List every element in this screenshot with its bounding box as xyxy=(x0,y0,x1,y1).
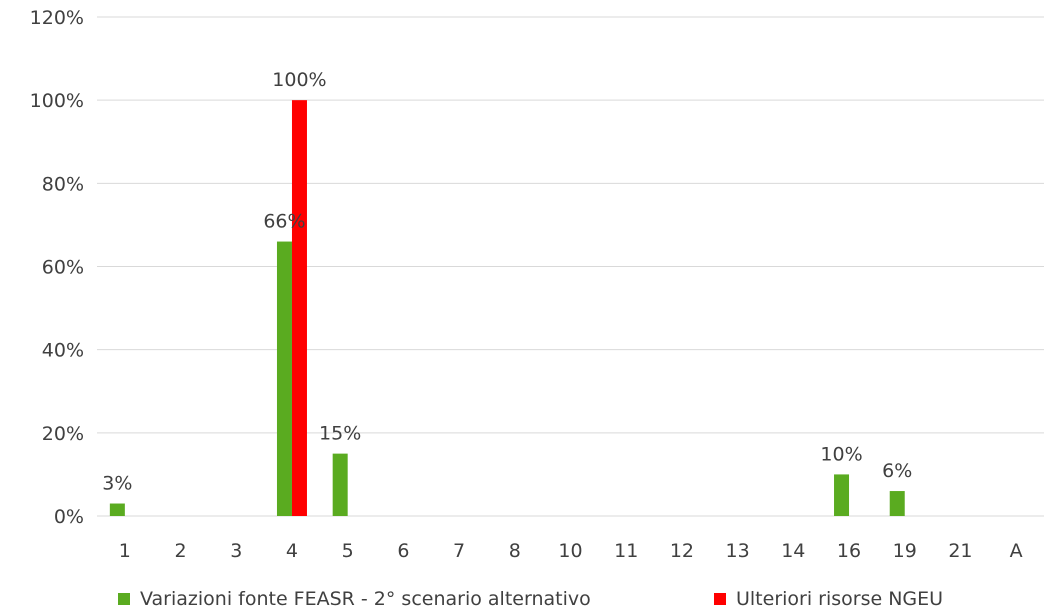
bar xyxy=(834,474,850,516)
y-axis-tick-labels: 0% 20% 40% 60% 80% 100% 120% xyxy=(30,7,84,528)
legend-label-ngeu: Ulteriori risorse NGEU xyxy=(736,588,944,610)
bar xyxy=(276,241,292,517)
x-axis-tick-labels: 1 2 3 4 5 6 7 8 10 11 12 13 14 16 19 21 A xyxy=(119,540,1023,562)
x-tick-label: A xyxy=(1010,540,1023,562)
legend-swatch-ngeu xyxy=(714,593,726,605)
bar xyxy=(332,453,348,516)
x-tick-label: 1 xyxy=(119,540,131,562)
bar xyxy=(109,503,125,516)
x-tick-label: 11 xyxy=(614,540,638,562)
x-tick-label: 13 xyxy=(726,540,750,562)
legend: Variazioni fonte FEASR - 2° scenario alt… xyxy=(0,588,1056,614)
data-label: 15% xyxy=(319,423,361,445)
legend-item-ngeu: Ulteriori risorse NGEU xyxy=(714,588,943,610)
y-tick-label: 40% xyxy=(42,340,84,362)
x-tick-label: 6 xyxy=(397,540,409,562)
data-label: 10% xyxy=(820,443,862,465)
x-tick-label: 4 xyxy=(286,540,298,562)
x-tick-label: 16 xyxy=(837,540,861,562)
data-label: 6% xyxy=(882,460,912,482)
x-tick-label: 10 xyxy=(558,540,582,562)
y-tick-label: 120% xyxy=(30,7,84,29)
bar-chart: 0%20%40%60%80%100%120% 1 2 3 4 5 6 7 8 10 11 12 13 1… xyxy=(30,7,1044,562)
bar xyxy=(291,100,307,517)
x-tick-label: 5 xyxy=(342,540,354,562)
gridlines xyxy=(97,16,1044,517)
y-tick-label: 100% xyxy=(30,90,84,112)
data-labels: 3% 66% 15% 10% 6% 100% xyxy=(102,69,912,494)
x-tick-label: 2 xyxy=(175,540,187,562)
data-label: 66% xyxy=(263,211,305,233)
y-tick-label: 20% xyxy=(42,423,84,445)
x-tick-label: 14 xyxy=(781,540,805,562)
bar xyxy=(889,491,905,516)
legend-label-feasr: Variazioni fonte FEASR - 2° scenario alt… xyxy=(140,588,591,610)
data-label: 100% xyxy=(272,69,326,91)
x-tick-label: 21 xyxy=(948,540,972,562)
x-tick-label: 19 xyxy=(893,540,917,562)
bars xyxy=(109,100,905,517)
x-tick-label: 7 xyxy=(453,540,465,562)
legend-item-feasr: Variazioni fonte FEASR - 2° scenario alt… xyxy=(118,588,591,610)
y-tick-label: 80% xyxy=(42,173,84,195)
x-tick-label: 12 xyxy=(670,540,694,562)
y-tick-label: 0% xyxy=(54,506,84,528)
data-label: 3% xyxy=(102,473,132,495)
x-tick-label: 8 xyxy=(509,540,521,562)
legend-swatch-feasr xyxy=(118,593,130,605)
y-tick-label: 60% xyxy=(42,257,84,279)
x-tick-label: 3 xyxy=(230,540,242,562)
